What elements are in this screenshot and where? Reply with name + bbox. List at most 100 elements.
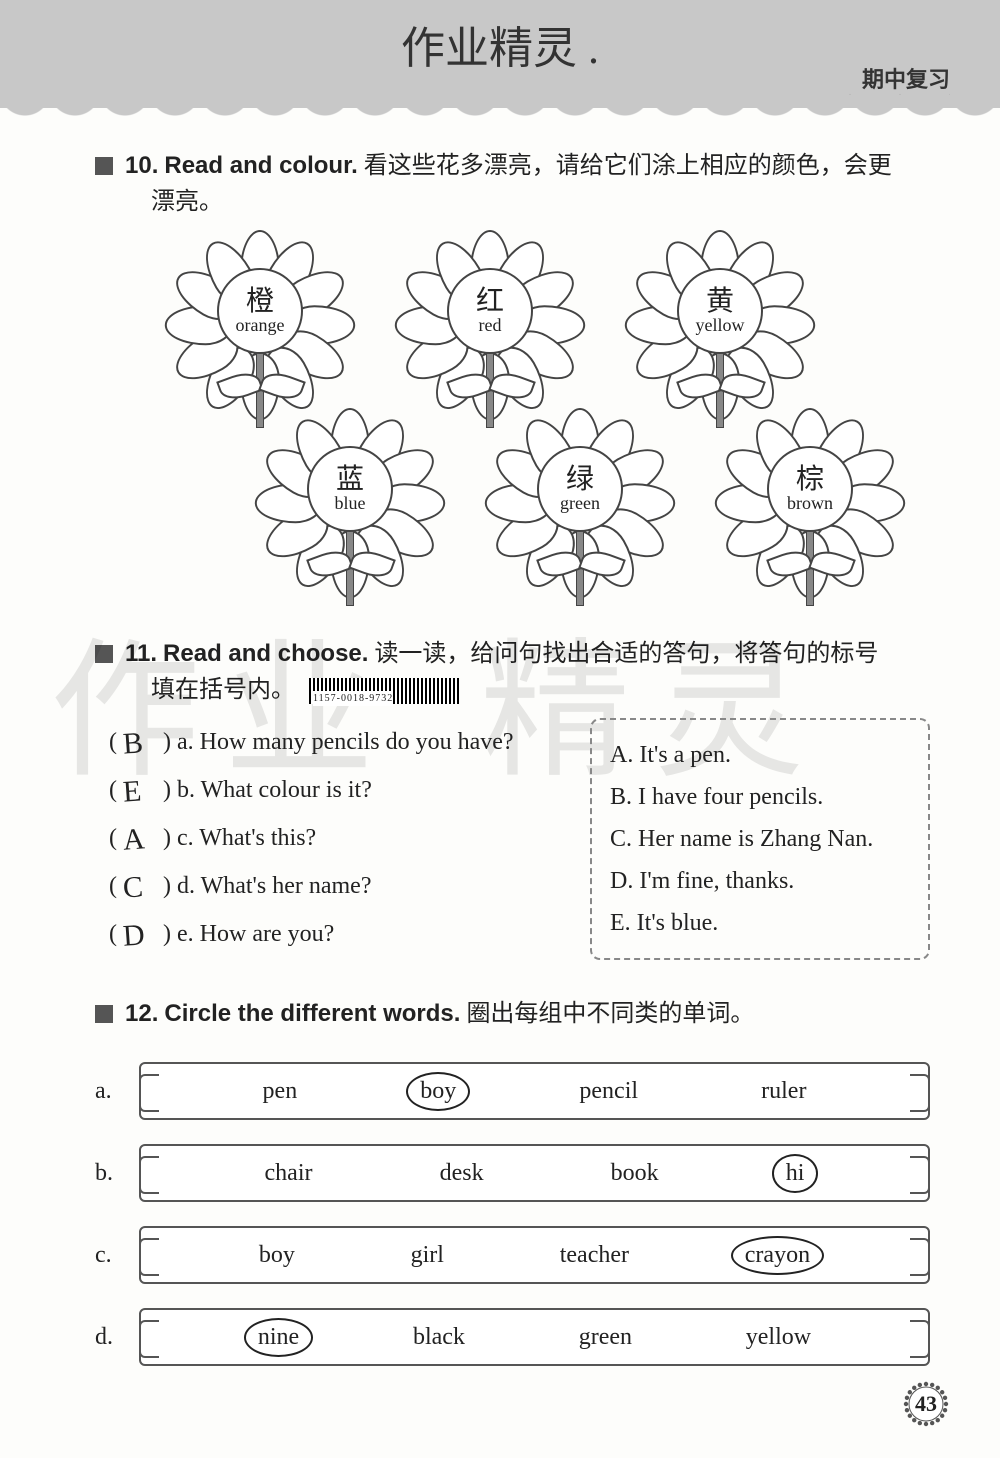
flower-label-en: yellow — [696, 316, 745, 335]
flower-label-cn: 红 — [476, 287, 504, 316]
word-bar: nineblackgreenyellow — [139, 1308, 930, 1366]
word: green — [573, 1322, 638, 1353]
answer-option: B. I have four pencils. — [610, 776, 910, 818]
header-banner: 作业精灵 . 期中复习 — [0, 0, 1000, 108]
flower-label-en: blue — [335, 494, 366, 513]
flower-label-en: green — [560, 494, 600, 513]
flower-label-cn: 黄 — [706, 287, 734, 316]
q12-title-en: Circle the different words. — [164, 1000, 460, 1027]
paren-open: ( — [109, 729, 117, 755]
block-marker-icon — [95, 157, 113, 175]
answer-option: C. Her name is Zhang Nan. — [610, 818, 910, 860]
question-letter: e. — [177, 921, 200, 947]
row-label: c. — [95, 1242, 139, 1269]
q11-question-row: ( C ) d. What's her name? — [95, 862, 560, 910]
word-bar: boygirlteachercrayon — [139, 1226, 930, 1284]
question-text: What colour is it? — [201, 777, 372, 803]
word-bar: chair desk book hi — [139, 1144, 930, 1202]
word-row: d. nineblackgreenyellow — [95, 1308, 930, 1366]
flower-center: 橙 orange — [217, 268, 303, 354]
question-letter: a. — [177, 729, 200, 755]
word-row: b. chair desk book hi — [95, 1144, 930, 1202]
q11-answer-box: A. It's a pen.B. I have four pencils.C. … — [590, 718, 930, 960]
question-text: What's her name? — [201, 873, 372, 899]
q12-rows: a. pen boy pencil ruler b. chair desk book hi c.… — [95, 1062, 930, 1366]
page-number: 43 — [915, 1391, 937, 1417]
paren-close: ) — [163, 873, 171, 899]
q10-title-cn-2: 漂亮。 — [151, 188, 223, 215]
q11-question-row: ( A ) c. What's this? — [95, 814, 560, 862]
flowers-container: 橙 orange 红 red 黄 yellow 蓝 blue 绿 g — [135, 238, 930, 606]
block-marker-icon — [95, 1005, 113, 1023]
word-circled: nine — [252, 1322, 305, 1353]
q11-question-row: ( D ) e. How are you? — [95, 910, 560, 958]
word-row: a. pen boy pencil ruler — [95, 1062, 930, 1120]
word: ruler — [755, 1076, 812, 1107]
flower: 黄 yellow — [635, 238, 805, 428]
flower-label-cn: 绿 — [566, 465, 594, 494]
word: book — [605, 1158, 665, 1189]
row-label: b. — [95, 1160, 139, 1187]
paren-close: ) — [163, 825, 171, 851]
question-10: 10. Read and colour. 看这些花多漂亮，请给它们涂上相应的颜色… — [95, 148, 930, 606]
word-circled: hi — [780, 1158, 811, 1189]
q12-title-cn: 圈出每组中不同类的单词。 — [466, 1000, 754, 1027]
row-label: d. — [95, 1324, 139, 1351]
flower-center: 绿 green — [537, 446, 623, 532]
section-underline — [840, 92, 950, 95]
flower: 绿 green — [495, 416, 665, 606]
q11-title-en: Read and choose. — [163, 640, 368, 667]
word: girl — [405, 1240, 450, 1271]
flower-label-cn: 橙 — [246, 287, 274, 316]
word: boy — [253, 1240, 301, 1271]
flower-label-cn: 棕 — [796, 465, 824, 494]
section-tag: 期中复习 — [862, 62, 950, 94]
q10-number: 10. — [125, 152, 158, 179]
flower-label-cn: 蓝 — [336, 465, 364, 494]
flower-center: 蓝 blue — [307, 446, 393, 532]
question-text: How many pencils do you have? — [200, 729, 514, 755]
word: desk — [434, 1158, 490, 1189]
page-number-badge: 43 — [902, 1380, 950, 1428]
word-bar: pen boy pencil ruler — [139, 1062, 930, 1120]
answer-option: D. I'm fine, thanks. — [610, 860, 910, 902]
handwritten-answer: D — [121, 905, 147, 966]
paren-open: ( — [109, 873, 117, 899]
word: pencil — [573, 1076, 644, 1107]
word-circled: crayon — [739, 1240, 816, 1271]
q11-number: 11. — [125, 640, 157, 667]
barcode-icon — [309, 678, 459, 704]
q11-title-cn-1: 读一读，给问句找出合适的答句，将答句的标号 — [374, 640, 878, 667]
word: chair — [259, 1158, 319, 1189]
page-title: 作业精灵 . — [401, 12, 599, 76]
paren-close: ) — [163, 777, 171, 803]
flower-label-en: orange — [236, 316, 285, 335]
q11-title: 11. Read and choose. 读一读，给问句找出合适的答句，将答句的… — [95, 636, 930, 672]
block-marker-icon — [95, 645, 113, 663]
paren-close: ) — [163, 729, 171, 755]
word: pen — [257, 1076, 304, 1107]
word-circled: boy — [414, 1076, 462, 1107]
question-text: What's this? — [199, 825, 316, 851]
flower-center: 黄 yellow — [677, 268, 763, 354]
q10-title-cn-1: 看这些花多漂亮，请给它们涂上相应的颜色，会更 — [364, 152, 892, 179]
word: yellow — [740, 1322, 817, 1353]
q10-title-en: Read and colour. — [164, 152, 357, 179]
paren-close: ) — [163, 921, 171, 947]
row-label: a. — [95, 1078, 139, 1105]
flower: 蓝 blue — [265, 416, 435, 606]
question-letter: b. — [177, 777, 201, 803]
q11-questions: ( B ) a. How many pencils do you have?( … — [95, 718, 560, 960]
word-row: c. boygirlteachercrayon — [95, 1226, 930, 1284]
flower-center: 红 red — [447, 268, 533, 354]
question-letter: c. — [177, 825, 199, 851]
question-11: 11. Read and choose. 读一读，给问句找出合适的答句，将答句的… — [95, 636, 930, 960]
question-text: How are you? — [200, 921, 335, 947]
paren-open: ( — [109, 777, 117, 803]
q10-title: 10. Read and colour. 看这些花多漂亮，请给它们涂上相应的颜色… — [95, 148, 930, 184]
flower-label-en: red — [479, 316, 502, 335]
flower-label-en: brown — [787, 494, 833, 513]
flower: 橙 orange — [175, 238, 345, 428]
flower: 红 red — [405, 238, 575, 428]
flower: 棕 brown — [725, 416, 895, 606]
